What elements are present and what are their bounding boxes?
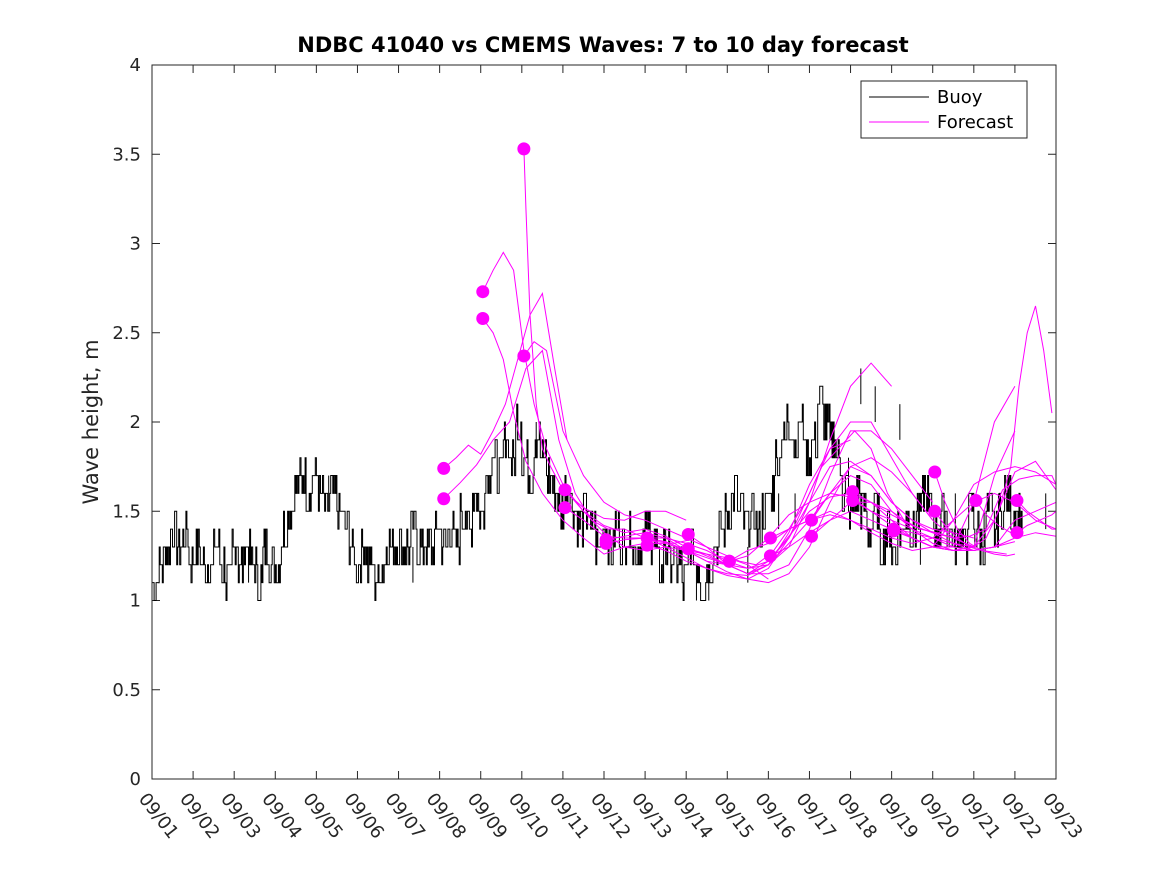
forecast-marker <box>763 531 777 545</box>
forecast-marker <box>805 529 819 543</box>
chart-title: NDBC 41040 vs CMEMS Waves: 7 to 10 day f… <box>297 33 908 57</box>
y-tick-label: 0 <box>130 769 141 790</box>
forecast-marker <box>437 492 451 506</box>
forecast-line <box>606 457 934 584</box>
legend-buoy-label: Buoy <box>937 87 983 108</box>
forecast-line <box>482 251 769 580</box>
forecast-line <box>606 430 934 575</box>
forecast-line <box>482 318 728 566</box>
legend-box <box>860 80 1028 139</box>
forecast-line <box>893 305 1053 548</box>
forecast-marker <box>928 504 942 518</box>
forecast-marker <box>437 461 451 475</box>
forecast-marker <box>846 485 860 499</box>
plot-area <box>152 65 1056 779</box>
forecast-line <box>523 341 687 539</box>
legend: Buoy Forecast <box>860 80 1028 139</box>
forecast-marker <box>681 527 695 541</box>
forecast-line <box>811 465 974 539</box>
y-axis-ticks: 0 0.5 1 1.5 2 2.5 3 3.5 4 <box>112 55 1056 790</box>
forecast-marker <box>1010 526 1024 540</box>
forecast-marker <box>722 554 736 568</box>
forecast-marker <box>476 285 490 299</box>
forecast-line <box>564 439 851 569</box>
forecast-line <box>893 530 1016 551</box>
forecast-marker <box>681 542 695 556</box>
forecast-series <box>443 148 1056 584</box>
y-tick-label: 0.5 <box>112 680 141 701</box>
buoy-line <box>152 385 1024 601</box>
forecast-marker <box>517 349 531 363</box>
forecast-markers <box>437 142 1024 568</box>
y-tick-label: 2 <box>130 412 141 433</box>
y-tick-label: 3.5 <box>112 144 141 165</box>
forecast-line <box>852 500 1056 552</box>
forecast-marker <box>476 311 490 325</box>
plot-frame <box>151 64 1057 780</box>
y-tick-label: 3 <box>130 234 141 255</box>
y-tick-label: 4 <box>130 55 141 76</box>
forecast-marker <box>928 465 942 479</box>
legend-forecast-label: Forecast <box>937 112 1013 133</box>
y-tick-label: 2.5 <box>112 323 141 344</box>
forecast-marker <box>763 549 777 563</box>
forecast-marker <box>640 538 654 552</box>
forecast-marker <box>517 142 531 156</box>
forecast-line <box>934 471 1016 557</box>
forecast-marker <box>846 494 860 508</box>
forecast-line <box>934 511 1007 555</box>
forecast-marker <box>599 536 613 550</box>
y-tick-label: 1.5 <box>112 501 141 522</box>
forecast-marker <box>558 501 572 515</box>
forecast-marker <box>1010 494 1024 508</box>
forecast-marker <box>887 524 901 538</box>
forecast-line <box>852 491 975 548</box>
forecast-line <box>646 421 975 577</box>
forecast-marker <box>969 494 983 508</box>
forecast-marker <box>805 513 819 527</box>
forecast-line <box>443 292 568 469</box>
forecast-line <box>1016 510 1056 534</box>
y-tick-label: 1 <box>130 591 141 612</box>
forecast-marker <box>558 483 572 497</box>
forecast-line <box>729 466 1056 562</box>
forecast-line <box>975 500 1012 534</box>
y-axis-label: Wave height, m <box>79 339 103 504</box>
